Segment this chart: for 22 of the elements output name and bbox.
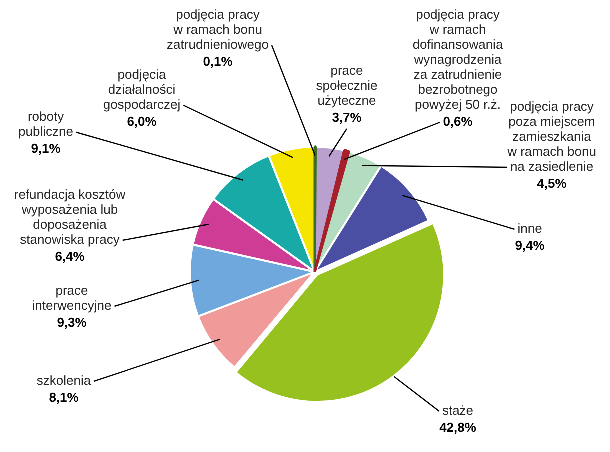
- slice-label: podjęcia pracy w ramach bonu zatrudnieniowego: [167, 7, 269, 52]
- data-label: 0,6%: [443, 114, 474, 130]
- slice-label: prace interwencyjne: [32, 283, 112, 314]
- slice-label: prace społecznie użyteczne: [316, 63, 378, 108]
- slice-label: podjęcia działalności gospodarczej: [103, 67, 181, 112]
- slice-label: refundacja kosztów wyposażenia lub doposażenia stanowiska pracy: [14, 187, 126, 248]
- data-label: 4,5%: [537, 176, 568, 192]
- slice-label: inne: [518, 221, 542, 236]
- data-label: 9,4%: [515, 238, 546, 254]
- slice-label: szkolenia: [36, 373, 92, 388]
- data-label: 42,8%: [440, 420, 477, 436]
- data-label: 9,1%: [31, 141, 62, 156]
- data-label: 6,4%: [55, 249, 86, 264]
- data-label: 6,0%: [127, 114, 158, 130]
- data-label: 9,3%: [57, 315, 88, 330]
- data-label: 8,1%: [49, 390, 80, 406]
- slice-label: podjęcia pracy w ramach dofinansowania wynagrodzenia za zatrudnienie bezrobotnego powyżej 50 r.ż.: [412, 7, 504, 112]
- slice-label: staże: [442, 403, 474, 418]
- slice-label: roboty publiczne: [18, 109, 74, 140]
- data-label: 3,7%: [332, 110, 362, 126]
- data-label: 0,1%: [203, 54, 234, 70]
- slice-label: podjęcia pracy poza miejscem zamieszkania w ramach bonu na zasiedlenie: [506, 99, 596, 174]
